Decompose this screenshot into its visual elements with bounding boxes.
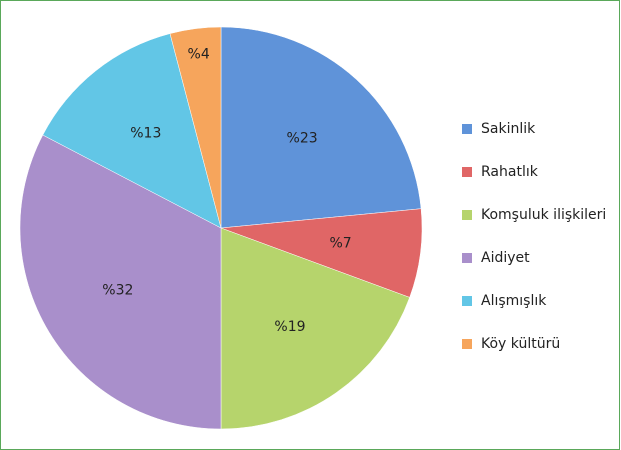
legend-swatch — [462, 339, 472, 349]
data-label: %7 — [330, 235, 352, 251]
legend-label: Sakinlik — [481, 121, 536, 137]
data-label: %4 — [188, 47, 210, 63]
pie-slice — [220, 227, 410, 430]
pie-slice — [42, 33, 222, 229]
legend-swatch — [462, 253, 472, 263]
data-label: %32 — [102, 283, 133, 299]
legend-label: Köy kültürü — [481, 336, 560, 352]
legend-swatch — [462, 167, 472, 177]
data-label: %23 — [287, 131, 318, 147]
data-label: %19 — [274, 319, 305, 335]
legend-label: Alışmışlık — [481, 293, 547, 309]
data-label: %13 — [130, 126, 161, 142]
legend-label: Aidiyet — [481, 250, 530, 266]
pie-slice — [169, 26, 222, 229]
legend-swatch — [462, 296, 472, 306]
pie-slice — [220, 26, 422, 229]
pie-slice — [19, 134, 222, 430]
legend-label: Rahatlık — [481, 164, 539, 180]
legend-label: Komşuluk ilişkileri — [481, 207, 606, 223]
legend-swatch — [462, 124, 472, 134]
legend-swatch — [462, 210, 472, 220]
